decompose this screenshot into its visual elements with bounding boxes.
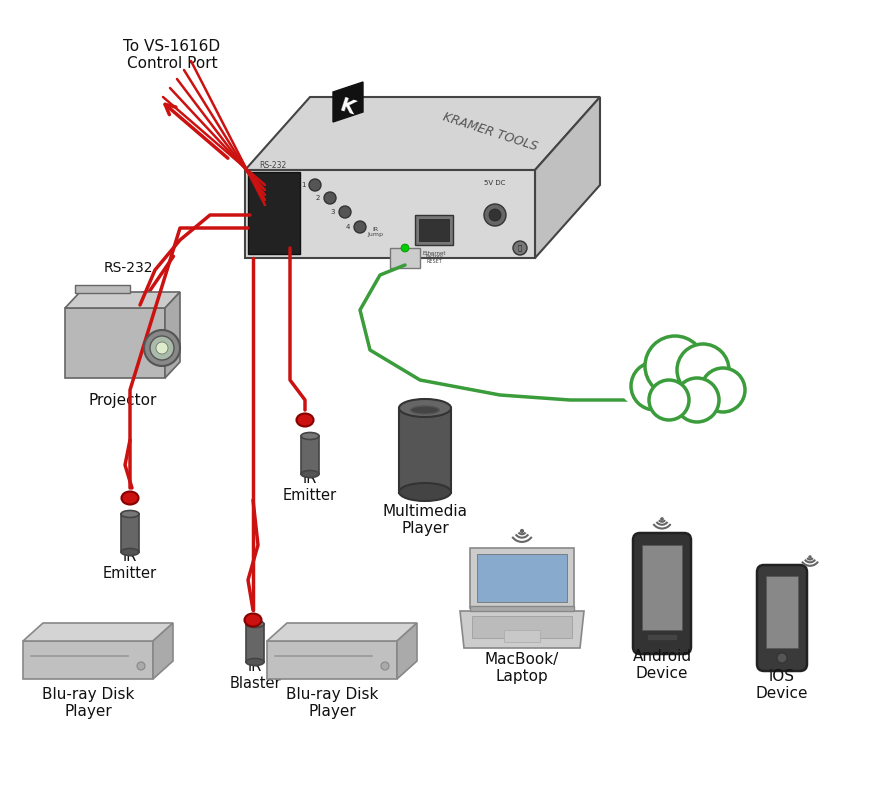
Ellipse shape <box>246 620 264 627</box>
Circle shape <box>354 221 366 233</box>
Bar <box>472 616 572 638</box>
Circle shape <box>660 517 664 521</box>
Circle shape <box>645 336 705 396</box>
Ellipse shape <box>399 483 451 501</box>
Ellipse shape <box>121 511 139 518</box>
Text: IR
Blaster: IR Blaster <box>229 659 281 691</box>
Text: 3: 3 <box>331 209 335 215</box>
Bar <box>504 630 540 642</box>
Text: Android
Device: Android Device <box>632 649 692 681</box>
Circle shape <box>631 362 679 410</box>
Ellipse shape <box>121 548 139 556</box>
Polygon shape <box>267 641 397 679</box>
Ellipse shape <box>246 659 264 666</box>
Bar <box>419 219 449 241</box>
Circle shape <box>675 378 719 422</box>
Ellipse shape <box>399 399 451 417</box>
FancyBboxPatch shape <box>633 533 691 654</box>
Polygon shape <box>470 548 574 608</box>
Circle shape <box>309 179 321 191</box>
Text: 1: 1 <box>301 182 305 188</box>
Bar <box>390 248 420 268</box>
Text: ⏻: ⏻ <box>518 245 522 251</box>
Circle shape <box>156 342 168 354</box>
Bar <box>470 606 574 611</box>
Ellipse shape <box>619 354 759 418</box>
Text: Projector: Projector <box>89 392 157 407</box>
Polygon shape <box>23 623 173 641</box>
Polygon shape <box>65 292 180 308</box>
Circle shape <box>324 192 336 204</box>
Text: iOS
Device: iOS Device <box>756 669 809 701</box>
Bar <box>415 215 453 245</box>
Polygon shape <box>248 172 300 254</box>
Ellipse shape <box>122 492 139 504</box>
Circle shape <box>809 556 812 559</box>
Bar <box>647 634 677 640</box>
Circle shape <box>144 330 180 366</box>
Bar <box>246 624 264 662</box>
Bar <box>121 514 139 552</box>
Polygon shape <box>245 97 600 170</box>
Text: To VS-1616D
Control Port: To VS-1616D Control Port <box>124 39 220 71</box>
Ellipse shape <box>296 414 313 426</box>
Bar <box>766 576 798 648</box>
Bar <box>477 554 567 602</box>
Text: IR
Emitter: IR Emitter <box>103 548 157 582</box>
Circle shape <box>137 662 145 670</box>
Circle shape <box>489 209 501 221</box>
Bar <box>642 545 682 630</box>
Ellipse shape <box>245 614 261 626</box>
Polygon shape <box>460 611 584 648</box>
Text: RS-232: RS-232 <box>103 261 153 275</box>
Polygon shape <box>153 623 173 679</box>
Text: 2: 2 <box>316 195 320 201</box>
Text: Ethernet: Ethernet <box>422 251 446 255</box>
Text: Factory
RESET: Factory RESET <box>425 254 443 265</box>
Text: ETH: ETH <box>667 380 711 400</box>
Text: Blu-ray Disk
Player: Blu-ray Disk Player <box>42 687 134 719</box>
Circle shape <box>401 244 409 252</box>
Circle shape <box>484 204 506 226</box>
Polygon shape <box>535 97 600 258</box>
Circle shape <box>150 336 174 360</box>
Bar <box>399 408 451 493</box>
Polygon shape <box>65 308 165 378</box>
FancyBboxPatch shape <box>757 565 807 671</box>
Circle shape <box>701 368 745 412</box>
Text: KRAMER TOOLS: KRAMER TOOLS <box>441 110 539 154</box>
Text: Blu-ray Disk
Player: Blu-ray Disk Player <box>286 687 378 719</box>
Text: IR
Emitter: IR Emitter <box>283 470 337 504</box>
Circle shape <box>677 344 729 396</box>
Circle shape <box>339 206 351 218</box>
Polygon shape <box>245 170 535 258</box>
Circle shape <box>777 653 787 663</box>
Bar <box>301 436 319 474</box>
Ellipse shape <box>301 433 319 440</box>
Text: RS-232: RS-232 <box>260 161 287 169</box>
Text: 4: 4 <box>346 224 350 230</box>
Polygon shape <box>333 82 363 122</box>
Text: IR
Jump: IR Jump <box>367 227 383 237</box>
Ellipse shape <box>301 470 319 478</box>
Circle shape <box>520 529 524 533</box>
Polygon shape <box>397 623 417 679</box>
Text: 5V DC: 5V DC <box>484 180 506 186</box>
Circle shape <box>381 662 389 670</box>
Circle shape <box>513 241 527 255</box>
Circle shape <box>649 380 689 420</box>
Bar <box>75 285 130 293</box>
Polygon shape <box>165 292 180 378</box>
Text: K: K <box>337 95 357 118</box>
Ellipse shape <box>410 406 439 414</box>
Polygon shape <box>23 641 153 679</box>
Text: Multimedia
Player: Multimedia Player <box>382 504 467 536</box>
Text: MacBook/
Laptop: MacBook/ Laptop <box>485 652 560 684</box>
Polygon shape <box>267 623 417 641</box>
